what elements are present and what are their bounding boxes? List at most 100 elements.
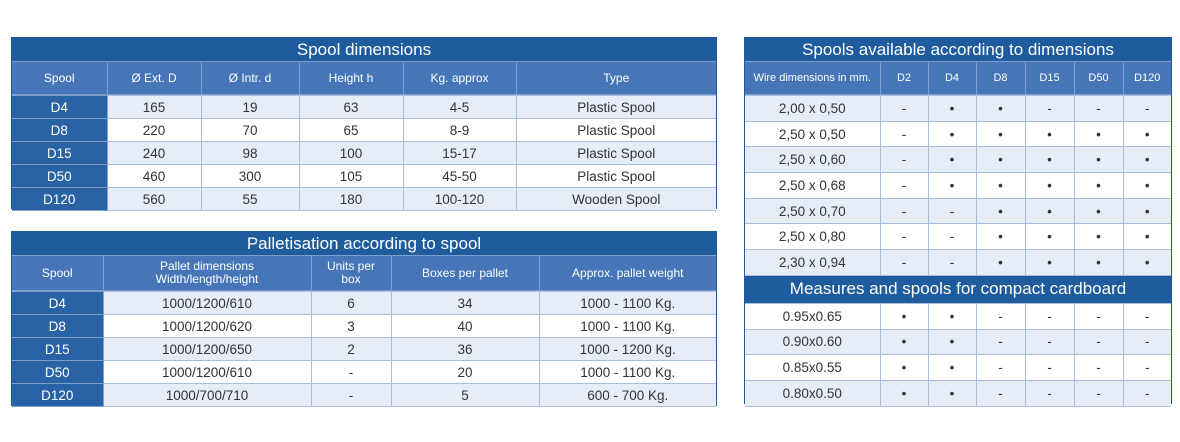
- column-header: Spool: [12, 255, 104, 291]
- row-label: 2,50 x 0,60: [745, 146, 881, 174]
- table-cell: •: [1024, 223, 1075, 251]
- table-cell: 300: [200, 164, 300, 188]
- table-cell: 98: [200, 141, 300, 165]
- table-cell: 100: [298, 141, 404, 165]
- table-cell: -: [1122, 354, 1171, 381]
- table-cell: -: [1024, 95, 1075, 122]
- table-row: D8 220 70 65 8-9 Plastic Spool: [12, 118, 716, 142]
- table-cell: 55: [200, 187, 300, 211]
- table-row: D8 1000/1200/620 3 40 1000 - 1100 Kg.: [12, 314, 716, 338]
- table-cell: •: [1073, 146, 1124, 174]
- table-cell: -: [975, 354, 1026, 381]
- table-cell: 1000/1200/620: [102, 314, 312, 338]
- table-cell: •: [1073, 120, 1124, 148]
- table-cell: •: [927, 172, 977, 199]
- table-cell: -: [1073, 379, 1124, 407]
- table: D4 165 19 63 4-5 Plastic Spool D8 220 70 65 8-9 Pla…: [12, 95, 716, 211]
- column-header: Ø Ext. D: [106, 61, 202, 95]
- table-cell: •: [927, 146, 977, 174]
- table-cell: •: [1024, 172, 1075, 199]
- table-cell: 105: [298, 164, 404, 188]
- row-label: 0.95x0.65: [745, 302, 881, 330]
- table-cell: •: [1024, 146, 1075, 174]
- table-cell: •: [927, 302, 977, 330]
- table-panel: Spools available according to dimensions…: [744, 37, 1172, 407]
- table-cell: -: [879, 172, 929, 199]
- table-cell: 6: [310, 291, 392, 315]
- table-cell: •: [879, 302, 929, 330]
- row-label: 2,30 x 0,94: [745, 249, 881, 276]
- table-cell: Wooden Spool: [515, 187, 716, 211]
- table-cell: •: [975, 249, 1026, 276]
- table-cell: -: [310, 360, 392, 384]
- table-cell: 460: [106, 164, 202, 188]
- column-header: Kg. approx: [402, 61, 517, 95]
- row-label: 2,50 x 0,70: [745, 197, 881, 225]
- row-label: D120: [12, 187, 108, 211]
- row-label: D50: [12, 360, 104, 384]
- table-cell: 4-5: [402, 95, 517, 119]
- table: 0.95x0.65 • • - - - -0.90x0.60 • • - - - -0.85x0.55 •…: [745, 302, 1171, 407]
- column-header: D50: [1073, 61, 1124, 95]
- table-cell: 3: [310, 314, 392, 338]
- table-cell: 560: [106, 187, 202, 211]
- table-cell: -: [879, 146, 929, 174]
- table-cell: 34: [390, 291, 540, 315]
- table-cell: -: [310, 383, 392, 407]
- column-header: Type: [515, 61, 716, 95]
- row-label: 2,00 x 0,50: [745, 95, 881, 122]
- table-cell: Plastic Spool: [515, 141, 716, 165]
- table-row: D4 165 19 63 4-5 Plastic Spool: [12, 95, 716, 119]
- header-table: Spool Pallet dimensions Width/length/heig…: [12, 255, 716, 291]
- table-cell: •: [1024, 249, 1075, 276]
- table-cell: Plastic Spool: [515, 95, 716, 119]
- table-cell: -: [879, 249, 929, 276]
- table-row: 2,50 x 0,68- • • • • •: [745, 172, 1171, 199]
- table-cell: •: [1073, 172, 1124, 199]
- table-cell: •: [1073, 197, 1124, 225]
- header-row: Wire dimensions in mm. D2 D4 D8 D15 D50 D120: [745, 61, 1171, 95]
- table-cell: 1000/1200/650: [102, 337, 312, 361]
- table-cell: -: [1122, 302, 1171, 330]
- row-label: 0.85x0.55: [745, 354, 881, 381]
- row-label: D50: [12, 164, 108, 188]
- row-label: D4: [12, 291, 104, 315]
- table-cell: 65: [298, 118, 404, 142]
- table-row: D50 460 300 105 45-50 Plastic Spool: [12, 164, 716, 188]
- table-cell: 45-50: [402, 164, 517, 188]
- table-cell: 40: [390, 314, 540, 338]
- table-title: Palletisation according to spool: [12, 232, 716, 255]
- table-row: D4 1000/1200/610 6 34 1000 - 1100 Kg.: [12, 291, 716, 315]
- table-cell: 1000 - 1100 Kg.: [538, 291, 716, 315]
- table-row: D120 560 55 180 100-120 Wooden Spool: [12, 187, 716, 211]
- table-cell: •: [927, 328, 977, 356]
- header-row: Spool Pallet dimensions Width/length/heig…: [12, 255, 716, 291]
- table-cell: -: [1122, 328, 1171, 356]
- table-cell: -: [975, 302, 1026, 330]
- table-cell: •: [927, 354, 977, 381]
- table-row: D120 1000/700/710-5 600 - 700 Kg.: [12, 383, 716, 407]
- table-cell: 1000/1200/610: [102, 291, 312, 315]
- column-header: Boxes per pallet: [390, 255, 540, 291]
- table-cell: -: [1122, 379, 1171, 407]
- table: 2,00 x 0,50- • • - - -2,50 x 0,50- • • • • • 2,50 x…: [745, 95, 1171, 276]
- table: D4 1000/1200/610 6 34 1000 - 1100 Kg. D8 1000/…: [12, 291, 716, 407]
- table-cell: •: [1024, 120, 1075, 148]
- table-cell: •: [1122, 120, 1171, 148]
- table-cell: -: [1073, 302, 1124, 330]
- table-cell: 180: [298, 187, 404, 211]
- table-cell: Plastic Spool: [515, 164, 716, 188]
- table-cell: •: [975, 146, 1026, 174]
- table-row: 2,50 x 0,80- - • • • •: [745, 223, 1171, 251]
- table-cell: -: [927, 249, 977, 276]
- column-header: Ø Intr. d: [200, 61, 300, 95]
- table-row: D50 1000/1200/610-20 1000 - 1100 Kg.: [12, 360, 716, 384]
- table-cell: 19: [200, 95, 300, 119]
- table-cell: -: [927, 197, 977, 225]
- table-cell: 15-17: [402, 141, 517, 165]
- table-cell: -: [1024, 302, 1075, 330]
